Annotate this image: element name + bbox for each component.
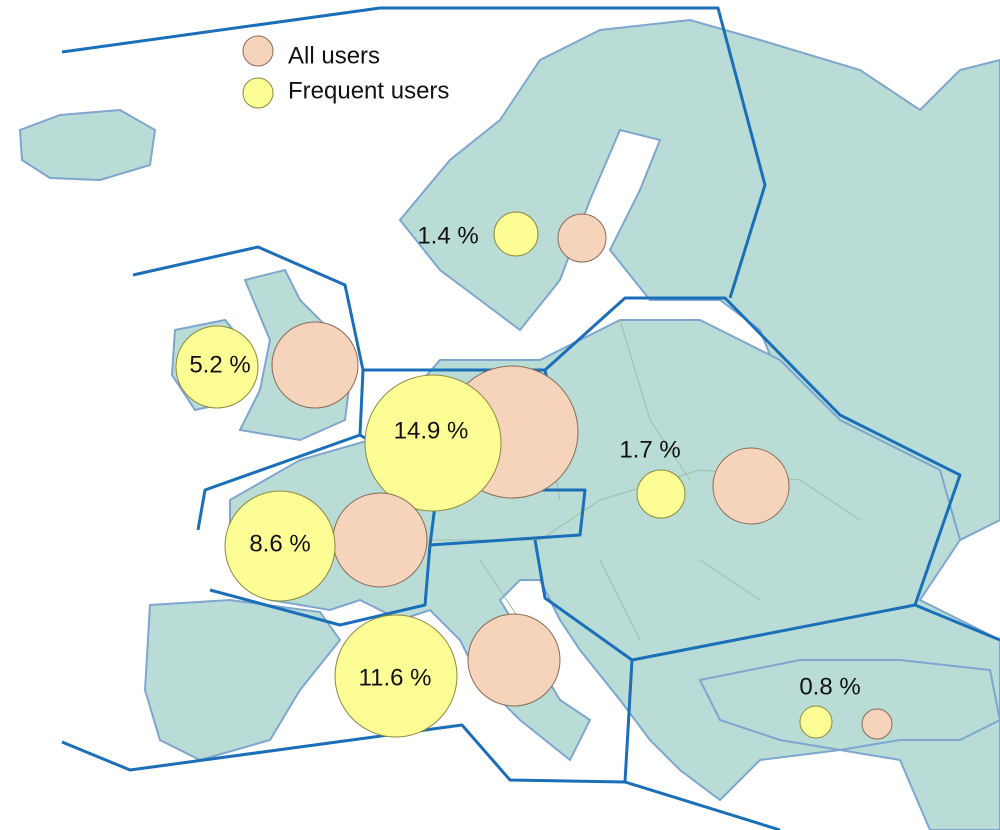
legend-swatch-all bbox=[242, 35, 274, 67]
region-line bbox=[196, 433, 361, 531]
all-users-bubble bbox=[861, 708, 893, 740]
frequent-users-bubble bbox=[334, 614, 458, 738]
turkey bbox=[698, 659, 1000, 752]
legend-label: Frequent users bbox=[288, 77, 449, 104]
frequent-users-bubble bbox=[364, 374, 502, 512]
region-label: 11.6 % bbox=[359, 664, 432, 691]
frequent-users-bubble bbox=[493, 211, 539, 257]
iceland bbox=[18, 108, 157, 182]
region-lines bbox=[61, 6, 1000, 830]
all-users-bubble bbox=[271, 321, 359, 409]
region-label: 5.2 % bbox=[189, 351, 250, 378]
all-users-bubble bbox=[712, 447, 790, 525]
legend-swatch-frequent bbox=[242, 77, 274, 109]
region-label: 0.8 % bbox=[799, 673, 860, 700]
legend-label: All users bbox=[288, 42, 380, 69]
region-line bbox=[624, 780, 781, 830]
all-users-bubble bbox=[332, 492, 428, 588]
frequent-users-bubble bbox=[224, 490, 336, 602]
region-label: 1.7 % bbox=[619, 436, 680, 463]
region-label: 14.9 % bbox=[394, 417, 469, 444]
region-line bbox=[61, 659, 634, 784]
frequent-users-bubble bbox=[799, 705, 833, 739]
legend: All users Frequent users bbox=[242, 35, 449, 109]
frequent-users-bubble bbox=[175, 325, 259, 409]
frequent-users-bubble bbox=[636, 469, 686, 519]
region-line bbox=[61, 6, 767, 299]
all-users-bubble bbox=[557, 213, 607, 263]
region-label: 1.4 % bbox=[417, 222, 478, 249]
all-users-bubble bbox=[467, 613, 561, 707]
bubbles: 1.4 % 5.2 % 14.9 % 8.6 % 11.6 % 1.7 % 0.… bbox=[175, 211, 893, 740]
region-label: 8.6 % bbox=[249, 530, 310, 557]
region-line bbox=[533, 539, 916, 662]
iberia bbox=[143, 598, 342, 762]
